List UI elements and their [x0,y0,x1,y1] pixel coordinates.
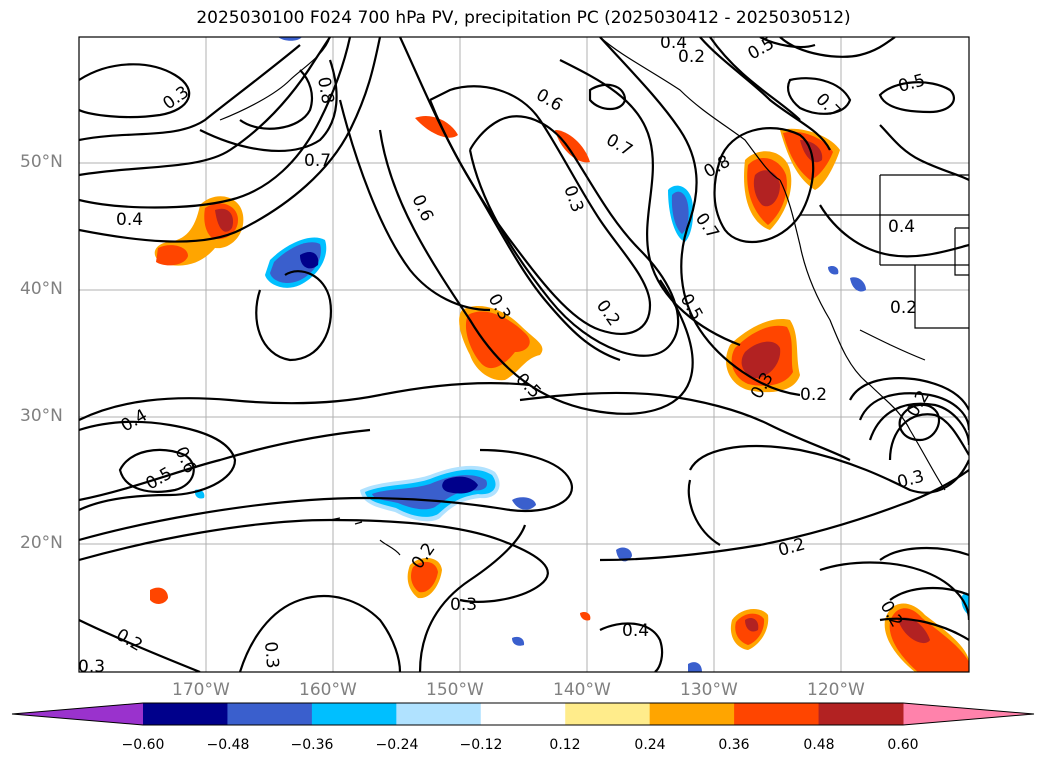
colorbar-tick-label: −0.36 [290,737,334,753]
longitude-label: 170°W [172,680,230,700]
contour-label: 0.2 [800,385,827,405]
contour-label: 0.4 [622,621,649,641]
colorbar-segment [480,703,566,725]
longitude-label: 120°W [807,680,865,700]
map-border [78,36,970,673]
colorbar-tick-label: −0.12 [459,737,503,753]
pv-contours [79,37,969,672]
colorbar-outline [11,702,1035,726]
contour-label: 0.4 [888,217,915,237]
longitude-label: 160°W [299,680,357,700]
contour-label: 0.3 [450,595,477,615]
colorbar-segment [143,703,228,725]
colorbar-segment [227,703,313,725]
contour-label: 0.4 [660,33,687,53]
contour-label: 0.8 [313,75,337,105]
contour-label: 0.3 [260,641,282,670]
longitude-label: 150°W [426,680,484,700]
colorbar [11,702,1035,726]
colorbar-tick-label: 0.24 [634,737,666,753]
colorbar-segment [396,703,482,725]
colorbar-extend-high [903,703,1034,725]
latitude-label: 50°N [20,152,63,172]
latitude-label: 30°N [20,406,63,426]
coastlines [219,37,969,556]
precip-positive-areas [150,115,969,672]
longitude-label: 130°W [680,680,738,700]
latitude-label: 40°N [20,279,63,299]
colorbar-segment [565,703,651,725]
contour-label: 0.2 [678,47,705,67]
colorbar-segment [649,703,735,725]
colorbar-tick-label: −0.24 [375,737,419,753]
colorbar-extend-low [12,703,143,725]
longitude-label: 140°W [553,680,611,700]
colorbar-tick-label: −0.48 [206,737,250,753]
contour-label: 0.4 [116,210,143,230]
contour-label: 0.7 [304,151,331,171]
contour-label: 0.2 [890,298,917,318]
colorbar-tick-label: 0.36 [718,737,750,753]
contour-label: 0.3 [78,657,105,677]
map-title: 2025030100 F024 700 hPa PV, precipitatio… [196,8,851,28]
colorbar-tick-label: 0.60 [887,737,919,753]
colorbar-segment [311,703,397,725]
latitude-label: 20°N [20,533,63,553]
colorbar-tick-label: 0.48 [803,737,835,753]
colorbar-segment [818,703,904,725]
colorbar-tick-label: 0.12 [549,737,581,753]
colorbar-tick-label: −0.60 [121,737,165,753]
colorbar-segment [734,703,820,725]
